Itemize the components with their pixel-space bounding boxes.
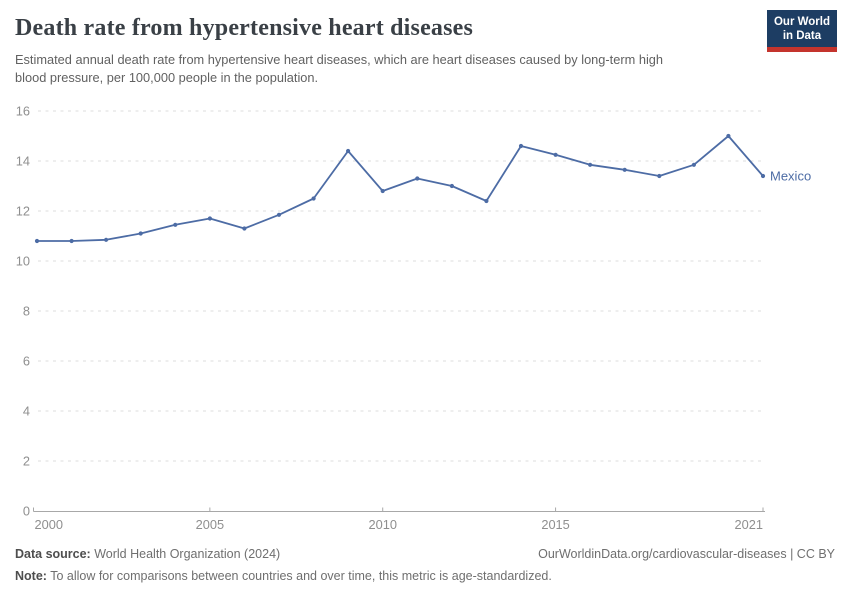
data-point-marker[interactable] [380,188,385,194]
mexico-line-series[interactable] [36,135,764,242]
data-point-marker[interactable] [34,238,40,244]
note-value: To allow for comparisons between countri… [50,569,552,583]
data-point-marker[interactable] [138,231,143,236]
data-point-marker[interactable] [760,173,766,179]
y-tick-label: 16 [16,104,30,119]
x-tick-label: 2005 [196,517,224,532]
data-point-marker[interactable] [691,162,697,167]
chart-svg[interactable]: 0 2 4 6 8 10 12 14 16 2000 2005 2010 2015 2021 Mexico [0,0,850,545]
data-point-marker[interactable] [726,133,731,139]
note-label: Note: [15,569,47,583]
data-point-marker[interactable] [622,167,627,172]
data-point-marker[interactable] [173,222,178,227]
data-source-text: Data source: World Health Organization (… [15,547,280,562]
y-tick-label: 10 [16,254,30,269]
data-point-marker[interactable] [242,226,247,231]
data-point-marker[interactable] [276,212,282,217]
y-tick-label: 4 [23,404,30,419]
page-title: Death rate from hypertensive heart disea… [15,15,474,41]
note-text: Note: To allow for comparisons between c… [15,569,552,584]
y-tick-label: 2 [23,454,30,469]
y-tick-label: 14 [16,154,30,169]
owid-logo-line1: Our World [773,16,830,28]
data-point-marker[interactable] [484,198,489,204]
owid-logo-line2: in Data [782,30,822,42]
credit-text: OurWorldinData.org/cardiovascular-diseas… [538,547,835,561]
data-point-marker[interactable] [346,148,351,154]
data-point-marker[interactable] [311,196,316,201]
x-tick-label: 2021 [735,517,763,532]
data-point-marker[interactable] [518,143,524,149]
chart-subtitle: Estimated annual death rate from hyperte… [15,52,664,85]
data-point-marker[interactable] [588,162,593,167]
data-point-marker[interactable] [104,237,109,242]
x-tick-label: 2015 [541,517,569,532]
data-source-value: World Health Organization (2024) [94,547,281,561]
x-tick-label: 2000 [35,517,63,532]
data-point-marker[interactable] [415,176,420,181]
footer-row-note: Note: To allow for comparisons between c… [15,569,835,584]
data-point-marker[interactable] [69,238,74,244]
data-point-marker[interactable] [207,216,212,221]
data-point-marker[interactable] [657,173,662,179]
data-point-marker[interactable] [553,152,558,157]
y-tick-label: 8 [23,304,30,319]
x-tick-label: 2010 [368,517,396,532]
data-source-label: Data source: [15,547,91,561]
footer-row-source: Data source: World Health Organization (… [15,547,835,562]
y-tick-label: 12 [16,204,30,219]
y-tick-label: 6 [23,354,30,369]
y-tick-label: 0 [23,504,30,519]
series-label-mexico[interactable]: Mexico [770,169,811,184]
owid-logo[interactable]: Our World in Data [766,10,837,52]
data-point-marker[interactable] [449,183,454,189]
